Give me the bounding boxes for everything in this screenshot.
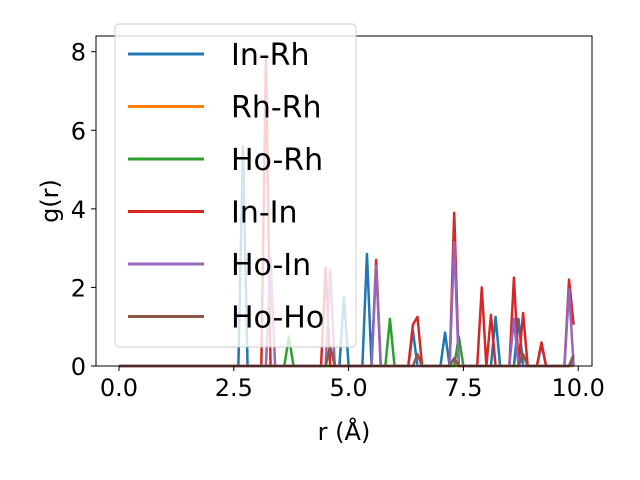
legend-box bbox=[114, 23, 357, 348]
legend-label-ho-ho: Ho-Ho bbox=[231, 301, 324, 336]
x-tick-label: 10.0 bbox=[552, 374, 605, 402]
y-tick-label: 6 bbox=[71, 117, 86, 145]
y-tick-label: 2 bbox=[71, 274, 86, 302]
legend-label-ho-rh: Ho-Rh bbox=[231, 143, 323, 178]
y-tick-label: 4 bbox=[71, 196, 86, 224]
y-tick-label: 8 bbox=[71, 39, 86, 67]
legend-label-rh-rh: Rh-Rh bbox=[231, 91, 322, 126]
legend-label-in-rh: In-Rh bbox=[231, 38, 310, 73]
x-tick-label: 0.0 bbox=[100, 374, 138, 402]
x-tick-label: 7.5 bbox=[444, 374, 482, 402]
legend-label-ho-in: Ho-In bbox=[231, 248, 311, 283]
x-tick-label: 5.0 bbox=[330, 374, 368, 402]
legend-label-in-in: In-In bbox=[231, 196, 298, 231]
y-axis-label: g(r) bbox=[36, 179, 64, 223]
x-axis-label: r (Å) bbox=[318, 417, 371, 446]
y-tick-label: 0 bbox=[71, 353, 86, 381]
x-tick-label: 2.5 bbox=[215, 374, 253, 402]
x-axis-ticks: 0.0 2.5 5.0 7.5 10.0 bbox=[100, 366, 605, 402]
legend: In-Rh Rh-Rh Ho-Rh In-In Ho-In Ho-Ho bbox=[114, 23, 357, 348]
y-axis-ticks: 0 2 4 6 8 bbox=[71, 39, 96, 381]
